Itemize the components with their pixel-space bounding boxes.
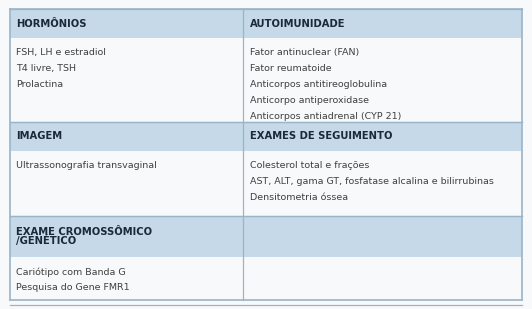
Bar <box>10 216 522 257</box>
Text: /GENÉTICO: /GENÉTICO <box>16 235 76 246</box>
Text: Cariótipo com Banda G: Cariótipo com Banda G <box>16 267 126 277</box>
Text: Colesterol total e frações: Colesterol total e frações <box>251 161 370 170</box>
Bar <box>10 38 522 122</box>
Bar <box>10 9 522 38</box>
Text: HORMÔNIOS: HORMÔNIOS <box>16 19 87 29</box>
Text: IMAGEM: IMAGEM <box>16 131 62 141</box>
Text: EXAME CROMOSSÔMICO: EXAME CROMOSSÔMICO <box>16 227 152 237</box>
Bar <box>10 151 522 216</box>
Text: Anticorpo antiperoxidase: Anticorpo antiperoxidase <box>251 96 369 105</box>
Text: Prolactina: Prolactina <box>16 80 63 89</box>
Text: AUTOIMUNIDADE: AUTOIMUNIDADE <box>251 19 346 29</box>
Text: EXAMES DE SEGUIMENTO: EXAMES DE SEGUIMENTO <box>251 131 393 141</box>
Text: T4 livre, TSH: T4 livre, TSH <box>16 64 76 73</box>
Bar <box>10 257 522 305</box>
Text: AST, ALT, gama GT, fosfatase alcalina e bilirrubinas: AST, ALT, gama GT, fosfatase alcalina e … <box>251 177 494 186</box>
Text: Densitometria óssea: Densitometria óssea <box>251 193 348 202</box>
Text: Pesquisa do Gene FMR1: Pesquisa do Gene FMR1 <box>16 283 130 292</box>
Text: Fator reumatoide: Fator reumatoide <box>251 64 332 73</box>
Text: Fator antinuclear (FAN): Fator antinuclear (FAN) <box>251 48 360 57</box>
Text: Anticorpos antitireoglobulina: Anticorpos antitireoglobulina <box>251 80 387 89</box>
Text: Ultrassonografia transvaginal: Ultrassonografia transvaginal <box>16 161 157 170</box>
Text: FSH, LH e estradiol: FSH, LH e estradiol <box>16 48 106 57</box>
Bar <box>10 122 522 151</box>
Text: Anticorpos antiadrenal (CYP 21): Anticorpos antiadrenal (CYP 21) <box>251 112 402 121</box>
